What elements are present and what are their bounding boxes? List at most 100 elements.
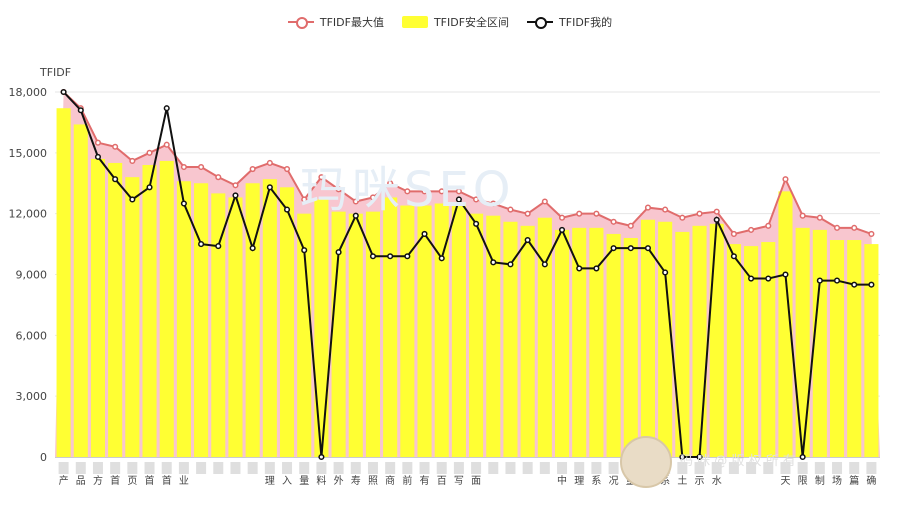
- safe-bar: [572, 227, 587, 457]
- safe-bar: [864, 244, 879, 457]
- mine-point: [593, 265, 600, 272]
- safe-bar: [623, 238, 638, 457]
- max-point: [387, 180, 394, 187]
- mine-point: [816, 277, 823, 284]
- safe-bar: [469, 213, 484, 457]
- x-tick-mark: [58, 462, 69, 474]
- y-axis-label: TFIDF: [39, 66, 71, 79]
- max-point: [851, 224, 858, 231]
- mine-point: [163, 105, 170, 112]
- mine-point: [404, 253, 411, 260]
- safe-bar: [279, 187, 295, 458]
- x-tick-mark: [196, 462, 207, 474]
- x-tick-label: 页: [127, 475, 137, 487]
- mine-point: [198, 241, 205, 248]
- x-tick-label: 寿: [351, 474, 361, 487]
- x-tick-mark: [282, 462, 293, 474]
- mine-point: [335, 249, 342, 256]
- y-tick-label: 18,000: [9, 86, 48, 99]
- y-tick-label: 12,000: [9, 208, 48, 221]
- x-tick-mark: [471, 462, 482, 474]
- mine-point: [627, 245, 634, 252]
- mine-point: [473, 220, 480, 227]
- x-tick-mark: [316, 462, 327, 474]
- safe-bar: [211, 193, 226, 457]
- legend-item-max[interactable]: TFIDF最大值: [287, 14, 384, 30]
- safe-bar: [56, 108, 71, 457]
- x-tick-mark: [780, 462, 791, 474]
- mine-point: [799, 453, 806, 461]
- x-tick-mark: [728, 462, 739, 474]
- legend-item-safe[interactable]: TFIDF安全区间: [401, 14, 510, 30]
- x-tick-mark: [522, 462, 533, 474]
- max-point: [455, 188, 462, 195]
- x-tick-label: 篇: [849, 474, 859, 487]
- x-tick-mark: [557, 462, 568, 474]
- x-tick-mark: [367, 462, 378, 474]
- x-tick-label: 确: [866, 474, 876, 487]
- legend-label-safe: TFIDF安全区间: [433, 16, 510, 29]
- mine-point: [266, 184, 273, 191]
- x-tick-mark: [264, 462, 275, 474]
- corner-badge-text: 码 咪 @ 版 权 所 有: [680, 454, 796, 469]
- safe-bar: [589, 227, 604, 457]
- max-point: [438, 188, 445, 195]
- mine-point: [868, 281, 875, 288]
- legend-item-mine[interactable]: TFIDF我的: [527, 14, 612, 30]
- max-point: [868, 230, 875, 237]
- safe-bar: [125, 177, 140, 457]
- legend-line-marker-icon: [287, 16, 314, 29]
- mine-point: [765, 275, 772, 282]
- x-tick-label: 有: [420, 474, 430, 487]
- x-tick-mark: [505, 462, 516, 474]
- max-point: [421, 188, 428, 195]
- x-tick-mark: [797, 462, 808, 474]
- max-point: [593, 210, 600, 217]
- safe-bar: [73, 124, 88, 457]
- x-tick-mark: [591, 462, 602, 474]
- mine-point: [833, 277, 841, 284]
- safe-bar: [108, 162, 123, 457]
- max-point: [112, 143, 119, 150]
- mine-point: [644, 245, 652, 252]
- x-tick-label: 业: [179, 475, 189, 487]
- mine-point: [369, 253, 377, 260]
- x-tick-mark: [608, 462, 619, 474]
- x-tick-label: 天: [780, 476, 790, 487]
- x-tick-label: 水: [712, 475, 722, 487]
- max-point: [94, 139, 102, 146]
- mine-point: [679, 453, 686, 461]
- safe-bar: [383, 197, 398, 457]
- max-point: [696, 210, 703, 217]
- max-point: [301, 196, 308, 203]
- mine-point: [94, 153, 102, 160]
- y-tick-label: 3,000: [16, 390, 48, 403]
- x-tick-label: 料: [316, 474, 326, 487]
- max-point: [163, 141, 170, 148]
- x-tick-label: 品: [76, 475, 86, 487]
- x-tick-mark: [832, 462, 843, 474]
- x-tick-mark: [849, 462, 860, 474]
- x-tick-label: 示: [695, 476, 705, 487]
- safe-bar: [675, 231, 690, 457]
- y-tick-label: 9,000: [16, 269, 48, 282]
- safe-bar: [245, 183, 260, 457]
- mine-point: [60, 88, 67, 96]
- x-tick-mark: [161, 462, 172, 474]
- safe-bar: [726, 244, 741, 457]
- x-tick-label: 商: [385, 474, 395, 487]
- max-point: [283, 166, 291, 173]
- safe-bar: [314, 199, 329, 457]
- safe-bar: [744, 246, 759, 457]
- x-tick-label: 制: [815, 474, 825, 487]
- x-tick-label: 方: [93, 474, 103, 487]
- x-tick-mark: [247, 462, 258, 474]
- mine-point: [662, 269, 669, 276]
- mine-point: [730, 253, 737, 260]
- safe-bar: [778, 191, 793, 457]
- y-tick-label: 15,000: [9, 147, 48, 160]
- x-tick-label: 况: [609, 475, 619, 487]
- x-tick-mark: [419, 462, 430, 474]
